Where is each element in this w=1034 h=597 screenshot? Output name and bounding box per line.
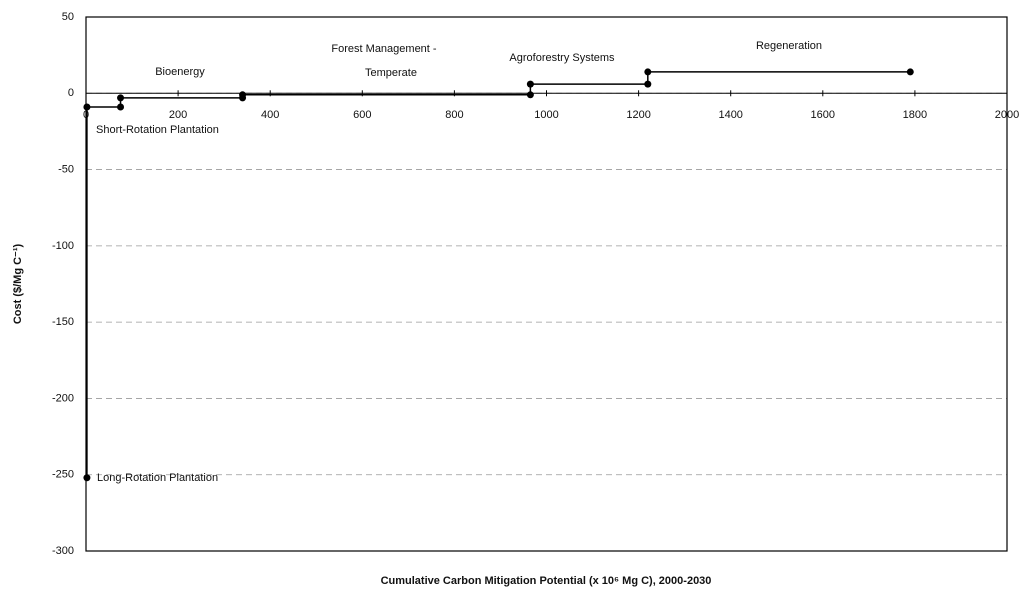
x-tick-label: 200 — [169, 109, 187, 121]
x-tick-label: 1000 — [534, 109, 558, 121]
x-tick-label: 800 — [445, 109, 463, 121]
y-tick-label: -50 — [58, 163, 74, 175]
point — [83, 103, 91, 111]
point — [117, 94, 125, 102]
point — [83, 474, 91, 482]
y-tick-label: -200 — [52, 392, 74, 404]
annotation: Regeneration — [756, 40, 822, 52]
y-tick-label: -250 — [52, 469, 74, 481]
annotation: Agroforestry Systems — [509, 52, 615, 64]
y-axis-label: Cost ($/Mg C⁻¹) — [12, 243, 24, 324]
point — [906, 68, 914, 76]
x-tick-label: 600 — [353, 109, 371, 121]
annotation: Bioenergy — [155, 66, 205, 78]
x-tick-label: 1200 — [626, 109, 650, 121]
y-tick-label: 50 — [62, 11, 74, 23]
y-tick-label: -100 — [52, 240, 74, 252]
x-tick-label: 1400 — [718, 109, 742, 121]
x-tick-label: 1800 — [903, 109, 927, 121]
point — [526, 80, 534, 88]
x-tick-label: 400 — [261, 109, 279, 121]
annotation: Long-Rotation Plantation — [97, 472, 218, 484]
y-tick-label: -150 — [52, 316, 74, 328]
point — [644, 80, 652, 88]
annotation: Temperate — [365, 67, 417, 79]
x-axis-label: Cumulative Carbon Mitigation Potential (… — [381, 575, 712, 587]
annotation: Forest Management - — [331, 43, 436, 55]
point — [526, 91, 534, 99]
point — [644, 68, 652, 76]
point — [117, 103, 125, 111]
annotation: Short-Rotation Plantation — [96, 124, 219, 136]
y-tick-label: -300 — [52, 545, 74, 557]
y-tick-label: 0 — [68, 87, 74, 99]
x-tick-label: 1600 — [811, 109, 835, 121]
plot-frame — [85, 16, 1008, 552]
point — [239, 91, 247, 99]
